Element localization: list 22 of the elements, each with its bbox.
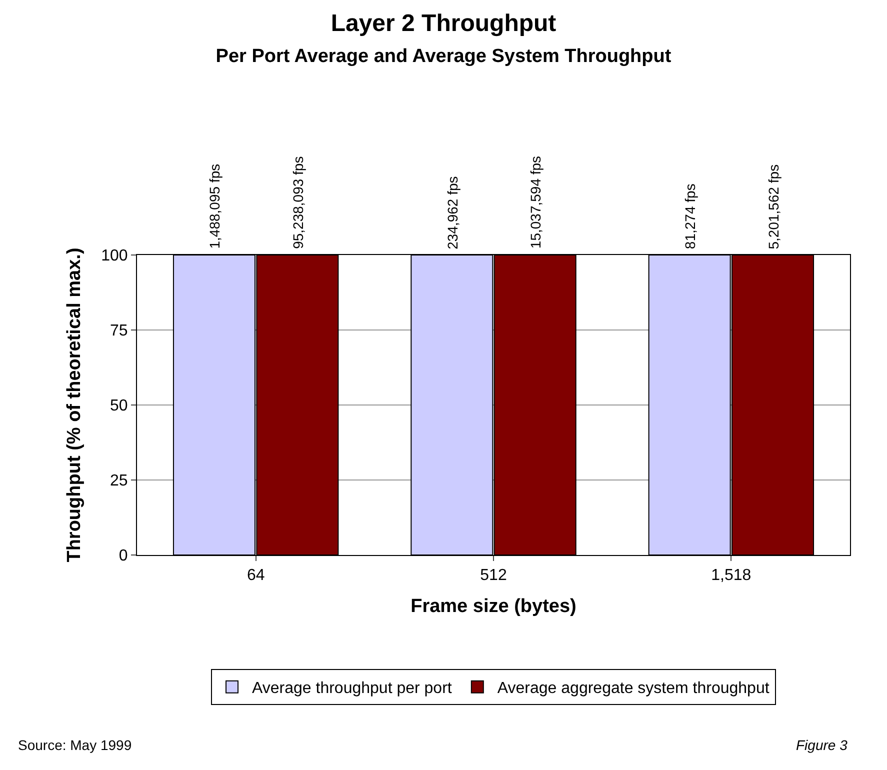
y-tick-label: 0 (118, 548, 128, 565)
legend-label: Average throughput per port (252, 680, 452, 698)
y-tick-label: 75 (110, 322, 128, 340)
x-tick-label: 1,518 (711, 567, 752, 584)
x-axis-title: Frame size (bytes) (410, 596, 576, 617)
annotation: 5,201,562 fps (765, 164, 782, 250)
annotation: 95,238,093 fps (290, 156, 306, 249)
source-note: Source: May 1999 (18, 737, 132, 753)
annotation: 81,274 fps (682, 184, 698, 250)
chart-subtitle: Per Port Average and Average System Throughput (216, 46, 672, 67)
caption: Figure 3 (796, 737, 848, 753)
annotation: 1,488,095 fps (206, 164, 223, 249)
legend-label: Average aggregate system throughput (497, 680, 770, 698)
y-tick-label: 50 (110, 398, 128, 415)
annotation: 234,962 fps (444, 176, 460, 250)
x-tick-label: 64 (246, 567, 265, 584)
y-tick-label: 25 (110, 472, 128, 490)
annotation: 15,037,594 fps (528, 156, 544, 249)
x-tick-label: 512 (480, 567, 507, 584)
chart-title: Layer 2 Throughput (330, 10, 556, 37)
y-axis-title: Throughput (% of theoretical max.) (64, 248, 85, 562)
y-tick-label: 100 (101, 248, 128, 265)
